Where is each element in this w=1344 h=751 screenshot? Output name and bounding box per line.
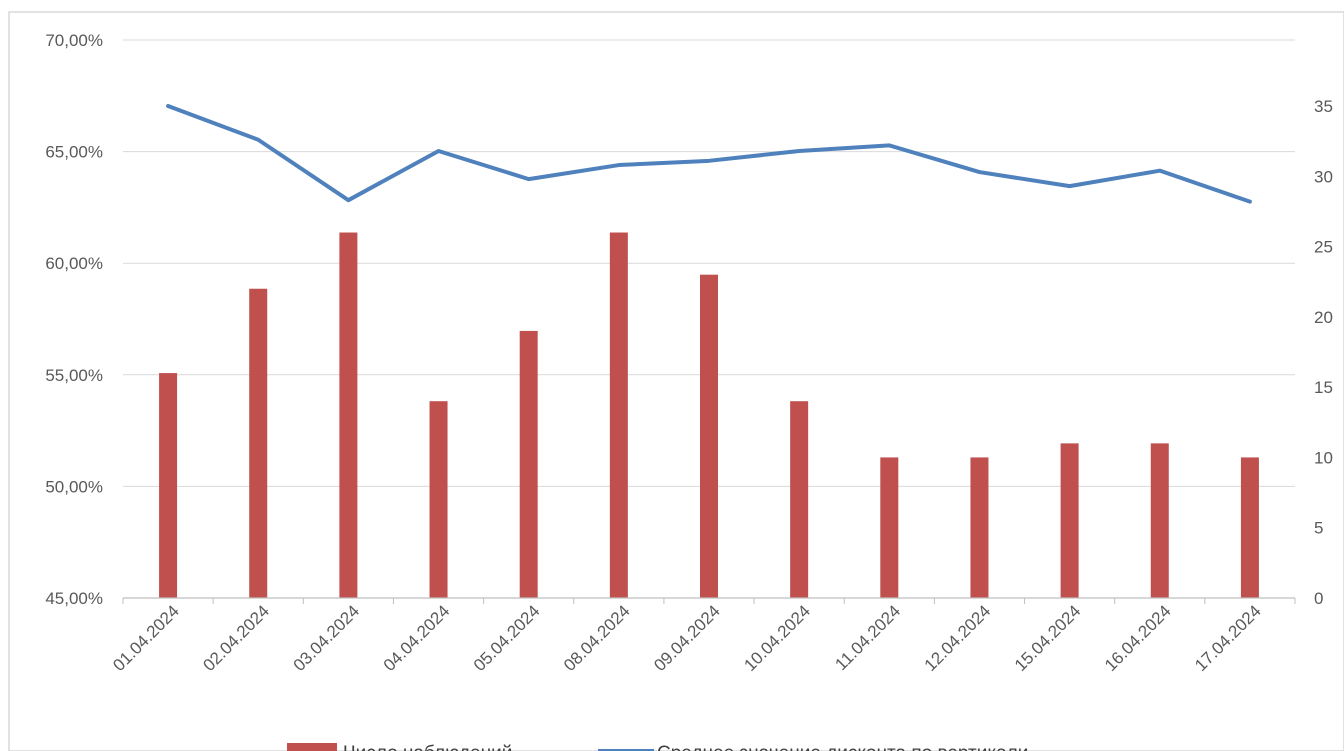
x-tick-label: 16.04.2024 [1101,601,1175,675]
x-tick-label: 09.04.2024 [650,601,724,675]
bar [970,457,989,598]
x-tick-label: 10.04.2024 [740,601,814,675]
left-tick-label: 45,00% [45,589,103,608]
left-tick-label: 70,00% [45,31,103,50]
right-tick-label: 0 [1314,589,1323,608]
right-tick-label: 25 [1314,238,1333,257]
bar-series [159,232,1259,598]
bar [1060,443,1079,598]
bar [249,288,268,598]
x-axis: 01.04.2024 02.04.2024 03.04.2024 04.04.2024… [109,597,1296,675]
bar [700,274,718,598]
x-tick-label: 17.04.2024 [1191,601,1265,675]
bar [880,457,899,598]
bar [429,401,448,598]
bar [1240,457,1259,598]
x-tick-label: 05.04.2024 [470,601,544,675]
bar [159,373,178,598]
right-tick-label: 35 [1314,97,1333,116]
x-tick-label: 04.04.2024 [380,601,454,675]
right-tick-label: 30 [1314,167,1333,186]
x-tick-label: 15.04.2024 [1011,601,1085,675]
left-axis: 45,00% 50,00% 55,00% 60,00% 65,00% 70,00% [45,31,103,608]
left-tick-label: 65,00% [45,143,103,162]
right-axis: 0 5 10 15 20 25 30 35 [1314,97,1333,608]
chart-frame [8,11,1344,751]
right-tick-label: 10 [1314,448,1333,467]
bar [519,330,538,598]
bar [339,232,358,598]
legend-swatch-bar [287,743,337,751]
x-tick-label: 08.04.2024 [560,601,634,675]
bar [609,232,628,598]
bar [1150,443,1169,598]
legend-label-line: Среднее значение дисконта по вертикали [657,743,1028,751]
x-tick-label: 12.04.2024 [921,601,995,675]
left-tick-label: 50,00% [45,477,103,496]
right-tick-label: 15 [1314,378,1333,397]
x-tick-label: 03.04.2024 [290,601,364,675]
x-tick-label: 01.04.2024 [109,601,183,675]
bar [790,401,809,598]
x-tick-label: 11.04.2024 [831,601,904,674]
right-tick-label: 5 [1314,519,1323,538]
right-tick-label: 20 [1314,308,1333,327]
line-series [166,104,1252,204]
legend-label-bar: Число наблюдений [343,743,512,751]
x-tick-label: 02.04.2024 [199,601,273,675]
left-tick-label: 55,00% [45,366,103,385]
left-tick-label: 60,00% [45,254,103,273]
legend: Число наблюдений Среднее значение дискон… [287,743,1028,751]
series-line [166,104,1252,204]
